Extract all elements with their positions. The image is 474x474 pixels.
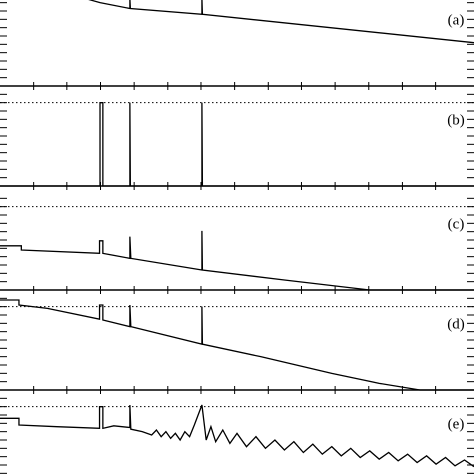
data-line xyxy=(0,299,474,391)
panel-label: (a) xyxy=(448,12,465,28)
panel-label: (d) xyxy=(447,316,465,332)
panel-label: (e) xyxy=(448,416,465,432)
panel-label: (b) xyxy=(447,112,465,128)
panel-label: (c) xyxy=(448,216,465,232)
data-line xyxy=(0,230,474,291)
data-line xyxy=(0,102,474,187)
data-line xyxy=(0,404,474,468)
data-line xyxy=(88,0,474,44)
